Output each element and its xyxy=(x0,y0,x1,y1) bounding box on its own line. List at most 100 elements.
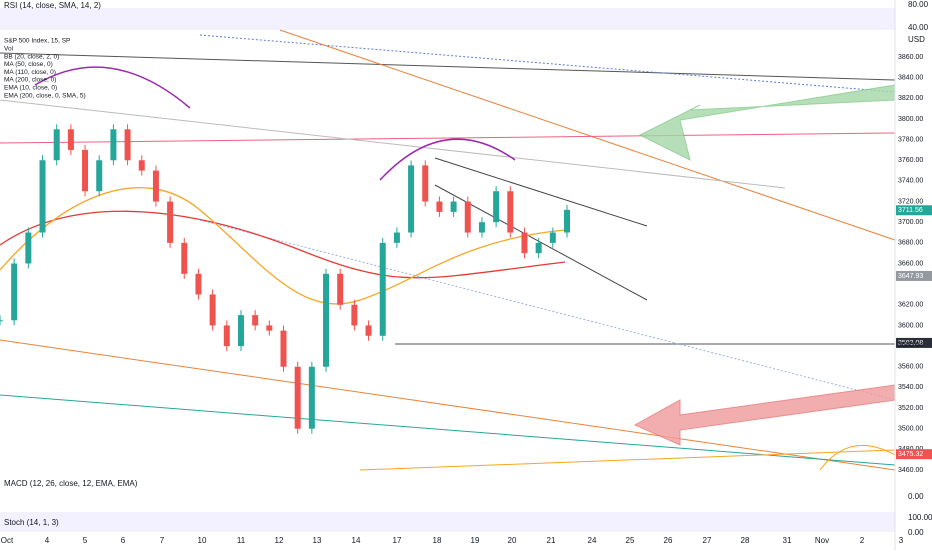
arc xyxy=(819,444,896,471)
trend-line xyxy=(199,34,896,93)
candle xyxy=(237,315,244,347)
legend-item: EMA (200, close, 0, SMA, 5) xyxy=(4,92,86,99)
price-axis-label: 3540.00 xyxy=(898,384,923,391)
date-label: 20 xyxy=(508,536,517,545)
price-tag-label: 3580.84 xyxy=(898,342,923,349)
price-tag-label: 3583.08 xyxy=(898,340,923,347)
price-axis-label: 3700.00 xyxy=(898,219,923,226)
date-label: 31 xyxy=(783,536,792,545)
date-label: 18 xyxy=(433,536,442,545)
price-tag-label: 3647.93 xyxy=(898,273,923,280)
price-axis-label: 3680.00 xyxy=(898,240,923,247)
candle xyxy=(436,201,443,212)
date-label: 28 xyxy=(741,536,750,545)
arc xyxy=(34,66,191,109)
trend-line xyxy=(279,29,896,241)
price-tag xyxy=(896,337,932,348)
candle xyxy=(195,273,202,295)
date-label: 27 xyxy=(703,536,712,545)
candle xyxy=(39,160,46,233)
candle xyxy=(351,304,358,326)
date-label: 13 xyxy=(313,536,322,545)
trend-line xyxy=(0,339,896,471)
candle xyxy=(393,232,400,243)
candle xyxy=(323,273,330,367)
date-label: 6 xyxy=(121,536,126,545)
candle xyxy=(535,242,542,254)
rsi-label: RSI (14, close, SMA, 14, 2) xyxy=(4,1,101,10)
price-tag xyxy=(896,449,932,460)
legend-item: MA (200, close, 0) xyxy=(4,77,56,84)
price-axis-label: 3840.00 xyxy=(898,74,923,81)
candle xyxy=(422,165,429,202)
channel xyxy=(434,157,648,227)
candle xyxy=(209,294,216,326)
candle xyxy=(337,273,344,305)
candle xyxy=(549,232,556,243)
candle xyxy=(110,129,117,161)
candle xyxy=(365,325,372,336)
candle xyxy=(167,201,174,243)
date-label: 10 xyxy=(198,536,207,545)
stoch-axis-label: 100.00 xyxy=(908,513,932,522)
price-axis-label: 3820.00 xyxy=(898,95,923,102)
date-label: 21 xyxy=(547,536,556,545)
rsi-axis-label: 80.00 xyxy=(908,0,929,9)
candle xyxy=(379,242,386,336)
ma-line xyxy=(0,187,566,305)
candle xyxy=(408,165,415,233)
price-axis-label: 3720.00 xyxy=(898,198,923,205)
candle xyxy=(181,242,188,274)
date-label: Oct xyxy=(1,536,14,545)
date-label: 12 xyxy=(275,536,284,545)
candle xyxy=(521,232,528,254)
date-label: 3 xyxy=(899,536,904,545)
drawings xyxy=(0,29,896,471)
date-label: 19 xyxy=(471,536,480,545)
price-axis-label: 3520.00 xyxy=(898,405,923,412)
price-axis-label: 3860.00 xyxy=(898,54,923,61)
h-line xyxy=(0,132,896,144)
date-label: 26 xyxy=(664,536,673,545)
candle xyxy=(564,209,570,233)
price-axis-label: 3800.00 xyxy=(898,116,923,123)
price-axis-label: 3760.00 xyxy=(898,157,923,164)
price-axis-label: 3620.00 xyxy=(898,302,923,309)
candle xyxy=(152,170,159,202)
date-label: 2 xyxy=(860,536,865,545)
date-label: Nov xyxy=(815,536,829,545)
candle xyxy=(96,160,103,192)
legend-item: MA (50, close, 0) xyxy=(4,61,53,68)
candle xyxy=(478,222,485,233)
candle xyxy=(223,325,230,347)
stoch-axis-label: 0.00 xyxy=(908,528,924,537)
price-tag xyxy=(896,205,932,216)
candle xyxy=(53,129,60,161)
candle xyxy=(82,149,89,192)
date-label: 17 xyxy=(393,536,402,545)
price-axis-label: 3660.00 xyxy=(898,260,923,267)
rsi-band xyxy=(0,8,895,30)
candle xyxy=(464,201,471,233)
trend-line xyxy=(0,394,896,466)
candle xyxy=(25,232,32,264)
rsi-axis-label: 40.00 xyxy=(908,23,929,32)
trend-line xyxy=(359,449,896,471)
stoch-band xyxy=(0,512,895,532)
date-label: 4 xyxy=(45,536,50,545)
candle xyxy=(280,330,287,367)
legend-item: MA (110, close, 0) xyxy=(4,69,56,76)
trend-line xyxy=(0,99,786,189)
legend-item: S&P 500 Index, 15, SP xyxy=(4,38,70,45)
legend-item: Vol xyxy=(4,46,14,53)
date-label: 25 xyxy=(626,536,635,545)
candle xyxy=(308,366,315,429)
date-label: 24 xyxy=(588,536,597,545)
date-label: 7 xyxy=(160,536,165,545)
price-tag xyxy=(896,270,932,281)
arc xyxy=(379,138,516,181)
candle xyxy=(493,191,500,223)
date-label: 11 xyxy=(237,536,246,545)
price-axis-label: 3500.00 xyxy=(898,426,923,433)
